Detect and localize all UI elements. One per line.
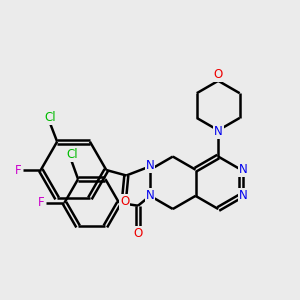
Text: O: O: [134, 227, 142, 240]
Text: F: F: [38, 196, 44, 209]
Text: F: F: [15, 164, 22, 176]
Text: O: O: [214, 68, 223, 81]
Text: N: N: [239, 189, 248, 203]
Text: N: N: [146, 189, 154, 203]
Text: Cl: Cl: [44, 111, 56, 124]
Text: O: O: [120, 195, 129, 208]
Text: N: N: [146, 159, 154, 172]
Text: N: N: [239, 163, 248, 176]
Text: N: N: [214, 124, 223, 138]
Text: Cl: Cl: [66, 148, 78, 161]
